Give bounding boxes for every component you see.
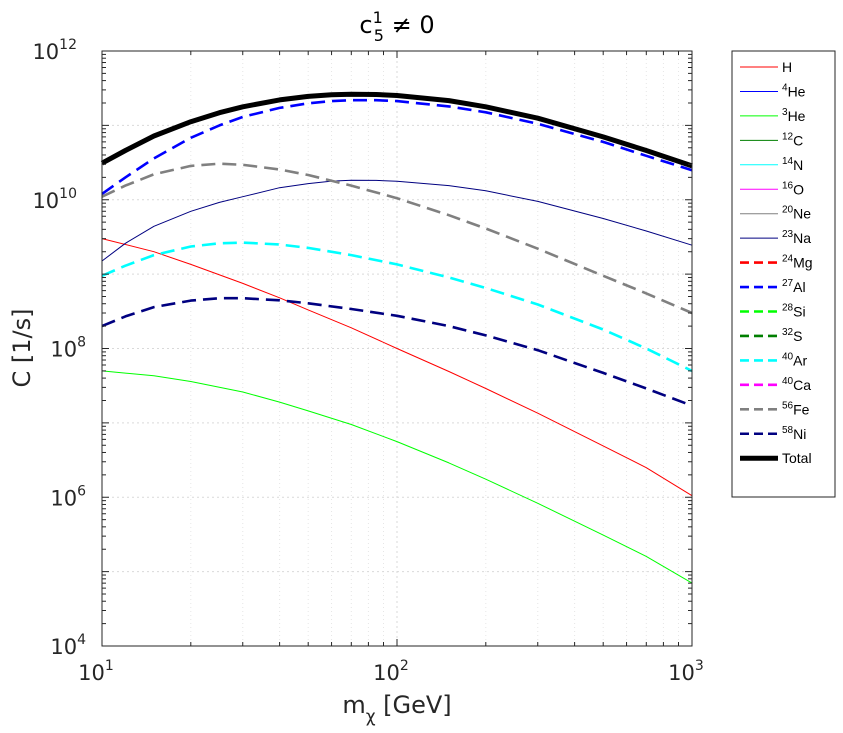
- legend-label-mg24: 24Mg: [782, 254, 813, 271]
- legend-label-na23: 23Na: [782, 229, 811, 246]
- y-tick-exp: 8: [77, 335, 86, 351]
- legend-label-total: Total: [782, 450, 812, 466]
- legend-label-sup: 20: [782, 205, 794, 216]
- y-tick-label: 1012: [32, 37, 77, 64]
- x-tick-base: 10: [668, 661, 695, 685]
- series-line-total: [100, 91, 693, 169]
- series-line-he3: [101, 370, 693, 584]
- series-line-fe56: [101, 162, 693, 315]
- chart-title: c1 5 ≠ 0: [359, 8, 434, 45]
- legend-label-text: He: [788, 108, 806, 124]
- y-tick-label: 1010: [32, 186, 77, 213]
- legend-label-text: Total: [782, 450, 812, 466]
- x-tick-exp: 2: [400, 658, 409, 674]
- series-layer: [100, 91, 693, 584]
- y-tick-exp: 10: [59, 186, 77, 202]
- legend-label-sup: 12: [782, 131, 794, 142]
- y-tick-base: 10: [32, 40, 59, 64]
- x-tick-base: 10: [373, 661, 400, 685]
- y-tick-base: 10: [32, 189, 59, 213]
- legend-label-text: Ar: [793, 352, 807, 368]
- legend-label-sup: 16: [782, 180, 794, 191]
- legend-label-text: C: [793, 132, 803, 148]
- legend-label-text: O: [793, 181, 804, 197]
- legend-label-text: He: [788, 83, 806, 99]
- legend-label-he3: 3He: [782, 107, 806, 124]
- x-axis-title-rest: [GeV]: [376, 691, 452, 719]
- chart-title-rest: ≠ 0: [384, 11, 435, 39]
- legend-label-sup: 58: [782, 425, 794, 436]
- legend-label-si28: 28Si: [782, 303, 806, 320]
- legend-label-ne20: 20Ne: [782, 205, 811, 222]
- legend-label-text: N: [793, 157, 803, 173]
- legend-label-text: Na: [793, 230, 811, 246]
- legend-label-he4: 4He: [782, 82, 806, 99]
- legend-label-o16: 16O: [782, 180, 804, 197]
- x-tick-label: 102: [373, 658, 409, 685]
- x-axis-title-sub: χ: [366, 707, 376, 727]
- legend-label-c12: 12C: [782, 131, 803, 148]
- y-tick-label: 104: [50, 632, 86, 659]
- series-line-h: [101, 238, 693, 497]
- legend-label-ni58: 58Ni: [782, 425, 806, 442]
- y-tick-label: 108: [50, 335, 86, 362]
- legend-label-n14: 14N: [782, 156, 803, 173]
- legend-label-sup: 40: [782, 376, 794, 387]
- legend-label-s32: 32S: [782, 327, 802, 344]
- legend-label-sup: 14: [782, 156, 794, 167]
- legend-label-sup: 32: [782, 327, 794, 338]
- legend-label-text: H: [782, 59, 792, 75]
- series-line-al27: [101, 98, 693, 195]
- x-tick-exp: 1: [105, 658, 114, 674]
- legend-label-text: Ca: [793, 377, 811, 393]
- x-tick-label: 101: [78, 658, 114, 685]
- chart-title-base: c: [359, 11, 372, 39]
- legend-label-sup: 28: [782, 303, 794, 314]
- y-tick-exp: 4: [77, 632, 86, 648]
- x-axis-title-base: m: [342, 691, 365, 719]
- legend: H4He3He12C14N16O20Ne23Na24Mg27Al28Si32S4…: [731, 50, 836, 498]
- legend-label-text: Ni: [793, 426, 806, 442]
- x-tick-base: 10: [78, 661, 105, 685]
- legend-label-sup: 23: [782, 229, 794, 240]
- y-tick-base: 10: [50, 635, 77, 659]
- y-tick-base: 10: [50, 338, 77, 362]
- legend-label-sup: 56: [782, 400, 794, 411]
- series-line-ni58: [101, 296, 693, 407]
- x-axis-title: mχ [GeV]: [342, 691, 451, 727]
- series-line-na23: [101, 179, 693, 262]
- x-tick-label: 103: [668, 658, 704, 685]
- legend-label-text: Mg: [793, 255, 812, 271]
- legend-label-ca40: 40Ca: [782, 376, 811, 393]
- legend-box: [731, 50, 836, 498]
- legend-label-sup: 27: [782, 278, 794, 289]
- y-axis-title: C [1/s]: [8, 309, 36, 388]
- y-tick-label: 106: [50, 483, 86, 510]
- legend-label-sup: 40: [782, 351, 794, 362]
- y-tick-base: 10: [50, 486, 77, 510]
- legend-label-text: Ne: [793, 206, 811, 222]
- legend-label-sup: 4: [782, 82, 788, 93]
- series-line-ar40: [101, 241, 693, 373]
- x-tick-exp: 3: [695, 658, 704, 674]
- legend-label-sup: 24: [782, 254, 794, 265]
- legend-label-h: H: [782, 59, 792, 75]
- legend-label-ar40: 40Ar: [782, 351, 807, 368]
- legend-label-al27: 27Al: [782, 278, 806, 295]
- chart-title-sub: 5: [374, 26, 384, 45]
- legend-label-text: Al: [793, 279, 805, 295]
- chart-title-sup: 1: [373, 8, 383, 27]
- legend-label-text: Si: [793, 304, 805, 320]
- legend-label-text: S: [793, 328, 802, 344]
- y-tick-exp: 12: [59, 37, 77, 53]
- legend-label-fe56: 56Fe: [782, 400, 810, 417]
- legend-label-text: Fe: [793, 401, 810, 417]
- legend-label-sup: 3: [782, 107, 788, 118]
- y-tick-exp: 6: [77, 483, 86, 499]
